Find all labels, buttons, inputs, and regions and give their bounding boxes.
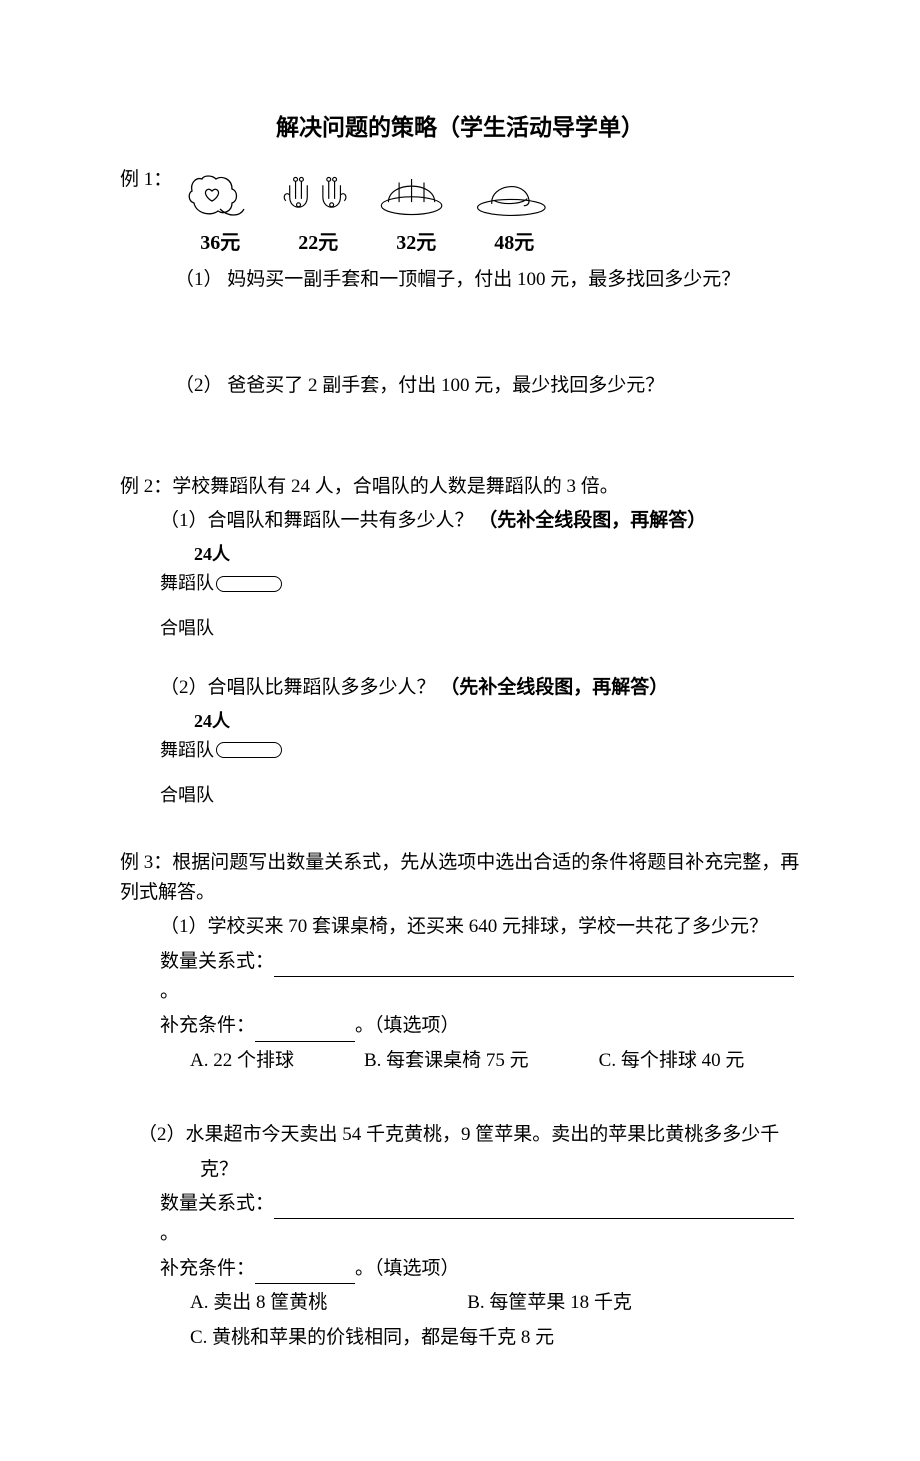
option-c-2: C. 黄桃和苹果的价钱相同，都是每千克 8 元 bbox=[190, 1323, 554, 1353]
item-hat: 48元 bbox=[474, 165, 554, 259]
ex3-q2-options-row2: C. 黄桃和苹果的价钱相同，都是每千克 8 元 bbox=[190, 1323, 800, 1353]
cap-icon bbox=[376, 165, 456, 225]
option-a-2: A. 卖出 8 筐黄桃 bbox=[190, 1288, 327, 1318]
option-b-2: B. 每筐苹果 18 千克 bbox=[467, 1288, 632, 1318]
ex3-q1: （1）学校买来 70 套课桌椅，还买来 640 元排球，学校一共花了多少元？ bbox=[160, 912, 800, 942]
ex3-q2-cont: 克？ bbox=[200, 1155, 800, 1185]
team1-name-1: 舞蹈队 bbox=[160, 569, 214, 598]
item-gloves: 22元 bbox=[278, 165, 358, 259]
team2-name-1: 合唱队 bbox=[160, 614, 214, 643]
ex3-q1-options: A. 22 个排球 B. 每套课桌椅 75 元 C. 每个排球 40 元 bbox=[190, 1046, 800, 1076]
bar-count-2: 24人 bbox=[194, 707, 800, 736]
relation-1: 数量关系式： 。 bbox=[160, 947, 800, 1008]
hat-icon bbox=[474, 165, 554, 225]
item-price-2: 22元 bbox=[298, 227, 338, 259]
q2-num: （2） bbox=[175, 375, 223, 396]
item-price-4: 48元 bbox=[494, 227, 534, 259]
period-2: 。 bbox=[160, 1223, 179, 1244]
ex2-q2: （2）合唱队比舞蹈队多多少人？ （先补全线段图，再解答） bbox=[160, 673, 800, 703]
bar-shape-1 bbox=[216, 576, 282, 592]
ex1-q1: （1） 妈妈买一副手套和一顶帽子，付出 100 元，最多找回多少元？ bbox=[175, 265, 800, 295]
relation-label-2: 数量关系式： bbox=[160, 1193, 274, 1214]
option-b-1: B. 每套课桌椅 75 元 bbox=[364, 1046, 529, 1076]
ex2-q2-text: 合唱队比舞蹈队多多少人？ bbox=[208, 677, 436, 698]
ex3-q2-line1: 水果超市今天卖出 54 千克黄桃，9 筐苹果。卖出的苹果比黄桃多多少千 bbox=[186, 1124, 780, 1145]
example-2: 例 2：学校舞蹈队有 24 人，合唱队的人数是舞蹈队的 3 倍。 （1）合唱队和… bbox=[120, 472, 800, 810]
example-1: 例 1： 36元 bbox=[120, 165, 800, 402]
mittens-icon bbox=[180, 165, 260, 225]
q1-num: （1） bbox=[175, 269, 223, 290]
period-1: 。 bbox=[160, 981, 179, 1002]
ex3-q2-options-row1: A. 卖出 8 筐黄桃 B. 每筐苹果 18 千克 bbox=[190, 1288, 800, 1318]
cond-blank-2[interactable] bbox=[255, 1266, 355, 1284]
ex2-hint-2: （先补全线段图，再解答） bbox=[440, 677, 668, 698]
ex2-q1-num: （1） bbox=[160, 510, 208, 531]
cond-label-2: 补充条件： bbox=[160, 1258, 255, 1279]
example-1-label: 例 1： bbox=[120, 165, 172, 195]
cond-suffix-1: 。（填选项） bbox=[355, 1015, 460, 1036]
ex1-q2: （2） 爸爸买了 2 副手套，付出 100 元，最少找回多少元？ bbox=[175, 371, 800, 401]
cond-blank-1[interactable] bbox=[255, 1024, 355, 1042]
item-price-3: 32元 bbox=[396, 227, 436, 259]
example-3: 例 3：根据问题写出数量关系式，先从选项中选出合适的条件将题目补充完整，再列式解… bbox=[120, 848, 800, 1353]
bar-diagram-2: 24人 舞蹈队 合唱队 bbox=[160, 707, 800, 809]
ex2-q1: （1）合唱队和舞蹈队一共有多少人？ （先补全线段图，再解答） bbox=[160, 506, 800, 536]
relation-blank-2[interactable] bbox=[274, 1201, 794, 1219]
cond-label-1: 补充条件： bbox=[160, 1015, 255, 1036]
ex3-q2-num: （2） bbox=[138, 1124, 186, 1145]
ex3-q1-text: 学校买来 70 套课桌椅，还买来 640 元排球，学校一共花了多少元？ bbox=[208, 916, 769, 937]
bar-count-1: 24人 bbox=[194, 540, 800, 569]
ex3-q2: （2）水果超市今天卖出 54 千克黄桃，9 筐苹果。卖出的苹果比黄桃多多少千 bbox=[138, 1120, 800, 1150]
item-price-1: 36元 bbox=[200, 227, 240, 259]
page-title: 解决问题的策略（学生活动导学单） bbox=[120, 110, 800, 147]
items-row: 36元 22元 bbox=[180, 165, 554, 259]
relation-blank-1[interactable] bbox=[274, 959, 794, 977]
relation-2: 数量关系式： 。 bbox=[160, 1189, 800, 1250]
cond-suffix-2: 。（填选项） bbox=[355, 1258, 460, 1279]
option-c-1: C. 每个排球 40 元 bbox=[599, 1046, 745, 1076]
example-2-label: 例 2： bbox=[120, 476, 172, 497]
example-3-label: 例 3： bbox=[120, 852, 172, 873]
bar-diagram-1: 24人 舞蹈队 合唱队 bbox=[160, 540, 800, 642]
ex2-intro: 学校舞蹈队有 24 人，合唱队的人数是舞蹈队的 3 倍。 bbox=[172, 476, 619, 497]
item-mittens: 36元 bbox=[180, 165, 260, 259]
ex3-q1-num: （1） bbox=[160, 916, 208, 937]
team2-name-2: 合唱队 bbox=[160, 781, 214, 810]
option-a-1: A. 22 个排球 bbox=[190, 1046, 294, 1076]
condition-2: 补充条件： 。（填选项） bbox=[160, 1254, 800, 1284]
ex2-q2-num: （2） bbox=[160, 677, 208, 698]
item-cap: 32元 bbox=[376, 165, 456, 259]
relation-label-1: 数量关系式： bbox=[160, 951, 274, 972]
gloves-icon bbox=[278, 165, 358, 225]
condition-1: 补充条件： 。（填选项） bbox=[160, 1011, 800, 1041]
ex3-q2-line2: 克？ bbox=[200, 1159, 238, 1180]
ex2-q1-text: 合唱队和舞蹈队一共有多少人？ bbox=[208, 510, 474, 531]
ex3-intro: 根据问题写出数量关系式，先从选项中选出合适的条件将题目补充完整，再列式解答。 bbox=[120, 852, 799, 903]
q2-text: 爸爸买了 2 副手套，付出 100 元，最少找回多少元？ bbox=[227, 375, 664, 396]
bar-shape-2 bbox=[216, 742, 282, 758]
team1-name-2: 舞蹈队 bbox=[160, 736, 214, 765]
ex2-hint-1: （先补全线段图，再解答） bbox=[478, 510, 706, 531]
q1-text: 妈妈买一副手套和一顶帽子，付出 100 元，最多找回多少元？ bbox=[227, 269, 740, 290]
